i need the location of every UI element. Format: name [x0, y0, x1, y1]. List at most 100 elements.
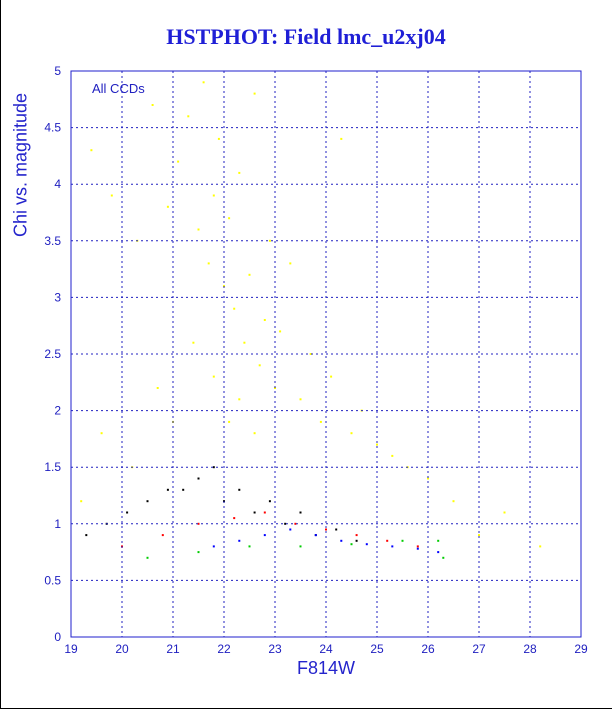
data-point [284, 522, 287, 525]
data-point [197, 477, 200, 480]
data-point [299, 545, 302, 548]
data-point [233, 517, 236, 520]
annotation-label: All CCDs [92, 81, 145, 96]
data-point [166, 205, 169, 208]
data-point [212, 194, 215, 197]
data-point [442, 556, 445, 559]
y-tick-label: 5 [54, 64, 61, 78]
x-tick-label: 19 [64, 642, 78, 656]
data-point [253, 92, 256, 95]
data-point [187, 115, 190, 118]
data-point [319, 420, 322, 423]
chart-title: HSTPHOT: Field lmc_u2xj04 [166, 24, 446, 49]
data-point [177, 160, 180, 163]
data-point [268, 500, 271, 503]
data-point [452, 500, 455, 503]
data-point [416, 545, 419, 548]
data-point [427, 477, 429, 480]
data-point [478, 534, 480, 537]
data-point [416, 547, 419, 550]
data-point [335, 528, 338, 531]
data-point [202, 81, 205, 84]
y-tick-label: 3.5 [44, 234, 61, 248]
data-point [110, 194, 113, 197]
y-tick-label: 2 [54, 404, 61, 418]
data-point [279, 330, 282, 333]
data-point [100, 432, 103, 435]
data-point [263, 511, 266, 514]
data-point [156, 387, 159, 389]
data-point [289, 528, 292, 531]
x-tick-label: 29 [574, 642, 588, 656]
data-point [350, 432, 353, 435]
data-point [217, 137, 220, 140]
data-point [228, 217, 231, 220]
data-point [401, 539, 404, 542]
data-point [238, 171, 241, 174]
data-point [146, 556, 149, 559]
data-point [289, 262, 292, 265]
data-point [238, 488, 241, 491]
data-point [197, 551, 200, 554]
data-point [314, 534, 317, 537]
data-point [166, 488, 169, 491]
data-point [437, 539, 440, 542]
data-point [85, 534, 88, 537]
data-point [330, 375, 333, 378]
data-point [340, 539, 343, 542]
y-tick-label: 4 [54, 177, 61, 191]
data-point [248, 545, 251, 548]
data-point [228, 420, 231, 423]
y-tick-label: 3 [54, 290, 61, 304]
data-point [197, 228, 200, 231]
data-point [212, 375, 215, 378]
data-point [197, 522, 200, 525]
data-point [391, 545, 394, 548]
data-point [299, 398, 302, 401]
x-axis-label: F814W [296, 658, 356, 678]
y-tick-label: 0 [54, 630, 61, 644]
data-point [90, 149, 93, 152]
data-point [294, 522, 297, 525]
data-point [391, 454, 394, 457]
x-tick-label: 27 [472, 642, 486, 656]
x-tick-label: 20 [115, 642, 129, 656]
x-tick-label: 23 [268, 642, 282, 656]
x-tick-label: 28 [523, 642, 537, 656]
data-point [355, 539, 358, 542]
data-point [539, 545, 542, 548]
data-point [238, 539, 241, 542]
data-point [365, 543, 368, 546]
data-point [233, 307, 236, 310]
plot-area-border [70, 70, 582, 638]
data-point [161, 534, 164, 537]
data-point [340, 137, 343, 140]
data-point [253, 511, 256, 514]
data-point [268, 239, 271, 242]
data-point [258, 364, 261, 367]
data-point [350, 543, 353, 546]
y-tick-label: 0.5 [44, 573, 61, 587]
data-point [151, 104, 154, 106]
data-point [263, 534, 266, 537]
data-point [437, 551, 440, 554]
data-point [325, 528, 327, 531]
y-tick-label: 1.5 [44, 460, 61, 474]
data-point [503, 511, 506, 514]
x-tick-label: 25 [370, 642, 384, 656]
data-point [386, 539, 389, 542]
y-tick-label: 2.5 [44, 347, 61, 361]
x-tick-label: 22 [217, 642, 231, 656]
y-tick-label: 1 [54, 517, 61, 531]
data-point [263, 319, 266, 321]
data-point [207, 262, 210, 265]
data-point [376, 443, 378, 446]
data-point [80, 500, 83, 503]
data-point [248, 273, 251, 276]
data-point [212, 466, 215, 469]
data-point [253, 432, 256, 435]
data-point [355, 534, 358, 537]
data-point [126, 511, 129, 514]
data-point [192, 341, 195, 344]
